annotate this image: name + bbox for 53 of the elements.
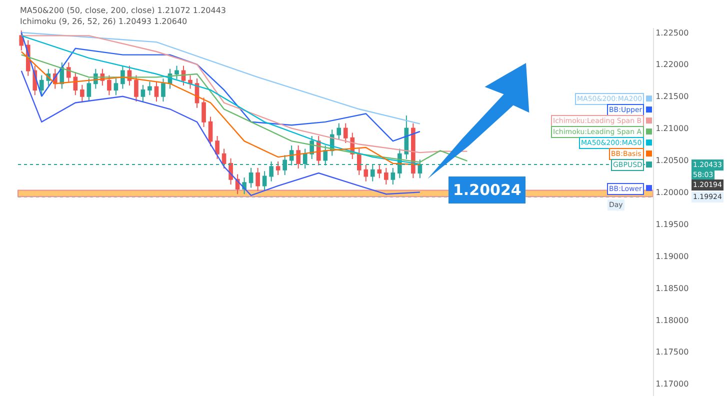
candlestick — [188, 74, 192, 90]
y-tick-label: 1.18000 — [656, 316, 689, 325]
candlestick — [161, 78, 166, 102]
annotation: 1.20024 — [453, 181, 522, 199]
line-series — [20, 32, 421, 142]
candlestick — [276, 161, 280, 176]
candlestick — [19, 30, 24, 51]
y-tick-label: 1.17500 — [656, 348, 689, 357]
candlestick — [384, 167, 388, 186]
candlestick — [248, 167, 254, 188]
candlestick — [107, 74, 112, 96]
y-tick-label: 1.22500 — [656, 28, 689, 38]
text: Ichimoku (9, 26, 52, 26) 1.20493 1.20640 — [20, 17, 188, 26]
line-series — [20, 32, 421, 124]
candlestick — [262, 170, 267, 192]
candlestick — [154, 81, 159, 102]
y-tick-label: 1.19500 — [656, 220, 689, 229]
y-tick-label: 1.21000 — [656, 124, 689, 134]
candlestick — [256, 167, 260, 192]
candlestick — [181, 65, 186, 86]
candlestick — [364, 164, 368, 182]
candlestick — [222, 148, 226, 170]
y-tick-label: 1.17000 — [656, 380, 689, 389]
candlestick — [120, 65, 125, 90]
candlestick — [208, 116, 213, 147]
candlestick — [202, 97, 206, 128]
candlestick — [66, 62, 71, 83]
candlestick — [377, 164, 382, 179]
candlestick — [390, 167, 396, 186]
y-tick-label: 1.20500 — [656, 156, 689, 166]
line-series — [20, 70, 421, 196]
candlestick — [114, 78, 118, 96]
candlestick — [86, 78, 92, 102]
candlestick — [39, 74, 44, 96]
candlestick — [336, 122, 342, 140]
candlestick — [343, 122, 348, 144]
candlestick — [148, 81, 152, 96]
candlestick — [134, 74, 138, 102]
candlestick — [73, 72, 78, 96]
y-tick-label: 1.20000 — [656, 188, 689, 197]
y-tick-label: 1.18500 — [656, 284, 689, 293]
y-tick-label: 1.19000 — [656, 252, 689, 261]
candlestick — [140, 84, 146, 102]
y-tick-label: 1.22000 — [656, 60, 689, 70]
candlestick — [356, 148, 362, 176]
candlestick — [80, 84, 84, 102]
text: MA50&200 (50, close, 200, close) 1.21072 1.20443 — [20, 6, 226, 15]
y-tick-label: 1.21500 — [656, 92, 689, 102]
candlestick — [215, 135, 220, 160]
candlestick — [404, 115, 409, 160]
line-series — [20, 35, 468, 154]
candlestick — [296, 145, 300, 170]
candlestick — [174, 65, 179, 80]
